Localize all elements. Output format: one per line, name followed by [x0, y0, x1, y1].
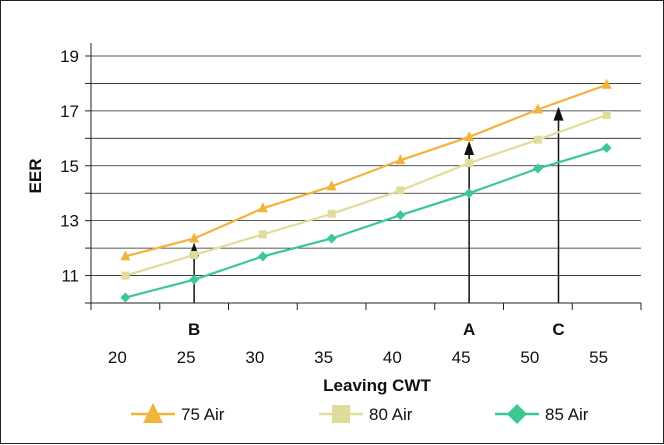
- data-point-s1-5: [465, 159, 474, 168]
- data-point-s2-7: [601, 142, 612, 153]
- x-axis-title: Leaving CWT: [323, 376, 431, 395]
- data-point-s1-6: [533, 135, 542, 144]
- data-point-s1-4: [396, 186, 405, 195]
- x-tick-labels: 20 25 30 35 40 45 50 55: [108, 348, 608, 367]
- y-tick-labels: 11 13 15 17 19: [60, 47, 79, 286]
- legend-marker-2: [507, 404, 527, 424]
- legend-item-1: 80 Air: [319, 405, 413, 424]
- axes: [85, 43, 642, 310]
- legend-label-2: 85 Air: [545, 405, 589, 424]
- series-line-0: [125, 83, 607, 258]
- data-point-s2-5: [464, 188, 475, 199]
- series-lines: [125, 83, 607, 299]
- data-point-s0-5: [464, 130, 475, 141]
- data-point-s1-2: [258, 230, 267, 239]
- series-line-1: [125, 113, 607, 277]
- legend-marker-0: [143, 403, 163, 423]
- data-point-s2-1: [189, 274, 200, 285]
- legend-label-1: 80 Air: [369, 405, 413, 424]
- data-point-s0-2: [257, 202, 268, 213]
- y-tick-label: 13: [60, 212, 79, 231]
- annotation-arrowhead-A: [464, 140, 475, 155]
- annotation-label-B: B: [188, 320, 200, 339]
- annotation-label-C: C: [552, 320, 564, 339]
- data-point-s2-3: [326, 233, 337, 244]
- series-markers: [120, 78, 612, 303]
- annotation-label-A: A: [463, 320, 475, 339]
- data-point-s1-3: [327, 209, 336, 218]
- x-tick-label: 40: [383, 348, 402, 367]
- data-point-s1-0: [121, 271, 130, 280]
- x-tick-label: 20: [108, 348, 127, 367]
- x-tick-label: 35: [314, 348, 333, 367]
- data-point-s2-0: [120, 292, 131, 303]
- annotation-arrowhead-C: [553, 106, 564, 121]
- legend: 75 Air 80 Air 85 Air: [131, 403, 589, 424]
- x-tick-label: 25: [177, 348, 196, 367]
- data-point-s2-4: [395, 210, 406, 221]
- data-point-s1-7: [602, 110, 611, 119]
- data-point-s2-6: [532, 163, 543, 174]
- data-point-s0-0: [120, 250, 131, 261]
- data-point-s2-2: [257, 251, 268, 262]
- x-tick-label: 45: [452, 348, 471, 367]
- data-point-s0-6: [532, 103, 543, 114]
- data-point-s0-4: [395, 154, 406, 165]
- y-tick-label: 11: [61, 267, 79, 286]
- grid-lines: [91, 55, 641, 304]
- data-point-s0-7: [601, 78, 612, 89]
- legend-label-0: 75 Air: [181, 405, 225, 424]
- series-line-2: [125, 146, 607, 299]
- legend-marker-1: [332, 405, 350, 423]
- legend-item-2: 85 Air: [495, 404, 589, 424]
- y-axis-title: EER: [26, 159, 45, 194]
- x-tick-label: 30: [245, 348, 264, 367]
- y-tick-label: 15: [60, 157, 79, 176]
- y-tick-label: 17: [60, 102, 79, 121]
- x-tick-label: 50: [520, 348, 539, 367]
- x-tick-label: 55: [589, 348, 608, 367]
- y-tick-label: 19: [60, 47, 79, 66]
- data-point-s0-1: [189, 232, 200, 243]
- legend-item-0: 75 Air: [131, 403, 225, 424]
- data-point-s1-1: [190, 250, 199, 259]
- data-point-s0-3: [326, 180, 337, 191]
